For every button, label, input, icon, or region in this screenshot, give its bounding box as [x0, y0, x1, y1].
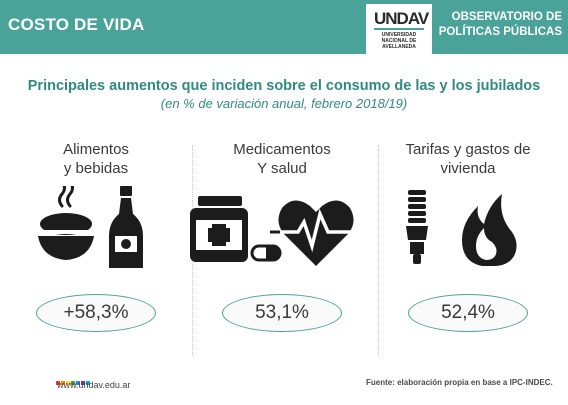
medicine-jar-icon: [190, 196, 248, 262]
percentage-badge: 53,1%: [222, 294, 342, 332]
logo-mark: UNDAV: [374, 9, 429, 30]
website-link[interactable]: www.undav.edu.ar: [57, 380, 131, 390]
category-icons: [188, 186, 376, 274]
observatorio-line-2: POLÍTICAS PÚBLICAS: [438, 26, 562, 38]
pill-icon: [250, 244, 282, 262]
header-bar: COSTO DE VIDA UNDAV UNIVERSIDAD NACIONAL…: [0, 0, 568, 54]
column-divider: [378, 145, 379, 355]
observatorio-line-1: OBSERVATORIO DE: [451, 11, 562, 23]
bottle-icon: [109, 186, 143, 268]
lightbulb-icon: [406, 190, 428, 264]
category-food: Alimentos y bebidas +58,3%: [2, 140, 190, 332]
category-icons: [374, 186, 562, 274]
percentage-badge: 52,4%: [408, 294, 528, 332]
category-housing: Tarifas y gastos de vivienda 52,4%: [374, 140, 562, 332]
logo-text: UNIVERSIDAD NACIONAL DE AVELLANEDA: [381, 32, 417, 50]
category-label: Tarifas y gastos de vivienda: [405, 141, 531, 177]
heartbeat-icon: [270, 200, 360, 266]
category-label: Alimentos y bebidas: [63, 141, 129, 177]
observatorio-title: OBSERVATORIO DE POLÍTICAS PÚBLICAS: [432, 10, 562, 40]
source-note: Fuente: elaboración propia en base a IPC…: [366, 378, 553, 387]
page-title: COSTO DE VIDA: [8, 15, 145, 34]
category-icons: [2, 180, 190, 274]
main-heading: Principales aumentos que inciden sobre e…: [27, 78, 541, 94]
food-bowl-icon: [38, 180, 94, 260]
undav-logo: UNDAV UNIVERSIDAD NACIONAL DE AVELLANEDA: [366, 4, 432, 54]
flame-icon: [462, 194, 517, 266]
brand-color-dots: [56, 372, 96, 385]
sub-heading: (en % de variación anual, febrero 2018/1…: [160, 96, 408, 111]
percentage-badge: +58,3%: [36, 294, 156, 332]
category-label: Medicamentos Y salud: [233, 141, 331, 177]
category-health: Medicamentos Y salud 53,1%: [188, 140, 376, 332]
